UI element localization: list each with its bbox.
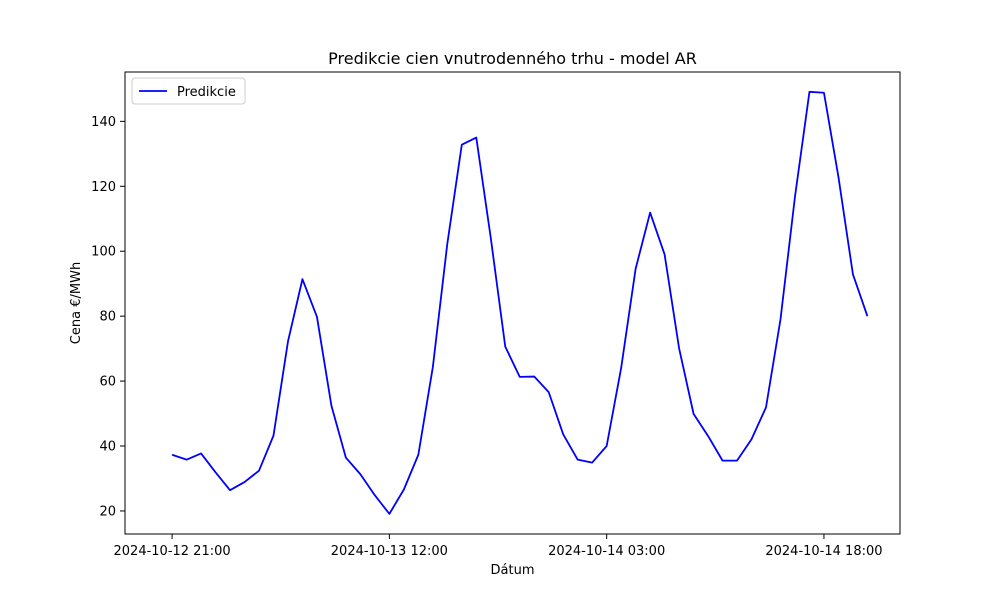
legend: Predikcie <box>131 77 246 105</box>
y-tick-label: 60 <box>99 375 116 390</box>
x-tick-label: 2024-10-14 18:00 <box>765 544 882 559</box>
chart-title: Predikcie cien vnutrodenného trhu - mode… <box>328 49 697 68</box>
series-line-predikcie <box>171 90 869 515</box>
plot-area <box>171 90 869 515</box>
legend-box <box>131 77 246 105</box>
x-tick-label: 2024-10-14 03:00 <box>548 544 665 559</box>
x-tick-label: 2024-10-12 21:00 <box>114 544 231 559</box>
x-axis: 2024-10-12 21:00 2024-10-13 12:00 2024-10-… <box>114 534 883 559</box>
x-tick-label: 2024-10-13 12:00 <box>331 544 448 559</box>
y-tick-label: 140 <box>91 115 116 130</box>
y-tick-label: 120 <box>91 180 116 195</box>
y-tick-label: 40 <box>99 440 116 455</box>
legend-label-predikcie: Predikcie <box>177 85 236 100</box>
plot-frame <box>124 71 901 535</box>
x-axis-label: Dátum <box>491 563 535 578</box>
y-axis: 20 40 60 80 100 120 140 <box>91 115 125 519</box>
y-tick-label: 20 <box>99 504 116 519</box>
y-axis-label: Cena €/MWh <box>69 262 84 344</box>
y-tick-label: 100 <box>91 245 116 260</box>
y-tick-label: 80 <box>99 310 116 325</box>
